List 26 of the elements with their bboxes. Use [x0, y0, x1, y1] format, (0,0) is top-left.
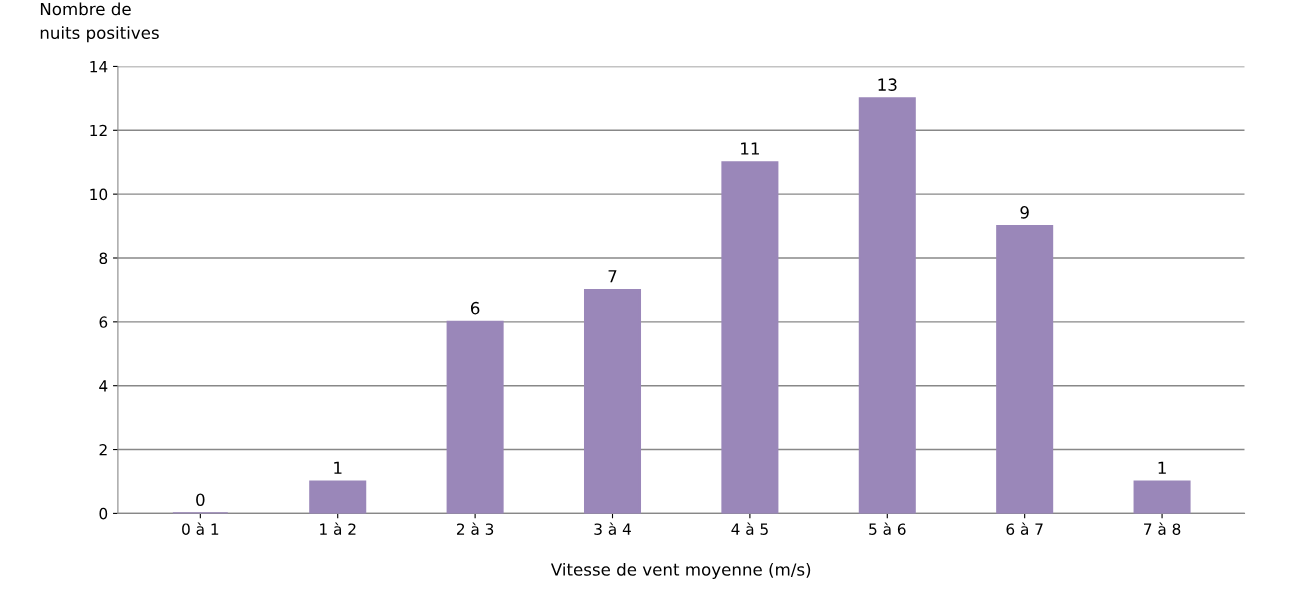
data-label: 9 [1020, 206, 1029, 219]
y-tick-label: 10 [90, 188, 108, 201]
y-tick-label: 2 [99, 444, 107, 456]
y-axis-title: Nombre de nuits positives [40, 2, 159, 43]
x-tick-label: 0 à 1 [182, 522, 219, 535]
y-tick-label: 8 [99, 252, 108, 265]
x-tick-label: 4 à 5 [731, 522, 768, 535]
x-tick-label: 5 à 6 [869, 522, 906, 535]
x-tick-label: 6 à 7 [1006, 522, 1043, 535]
x-tick-label: 7 à 8 [1144, 522, 1181, 535]
data-label: 11 [741, 142, 759, 155]
y-tick-label: 6 [99, 316, 108, 328]
y-tick-label: 0 [99, 507, 108, 520]
data-label: 1 [334, 461, 342, 474]
data-label: 0 [196, 493, 205, 506]
data-label: 13 [878, 78, 897, 91]
x-tick-label: 2 à 3 [456, 522, 494, 535]
data-label: 7 [608, 270, 617, 283]
y-tick-label: 14 [90, 61, 108, 73]
data-label: 1 [1158, 461, 1166, 474]
x-axis-title: Vitesse de vent moyenne (m/s) [550, 562, 811, 580]
y-tick-label: 4 [99, 380, 108, 392]
data-label: 6 [470, 301, 480, 315]
x-tick-label: 3 à 4 [594, 522, 631, 535]
y-tick-label: 12 [90, 124, 107, 137]
x-tick-label: 1 à 2 [320, 522, 356, 535]
